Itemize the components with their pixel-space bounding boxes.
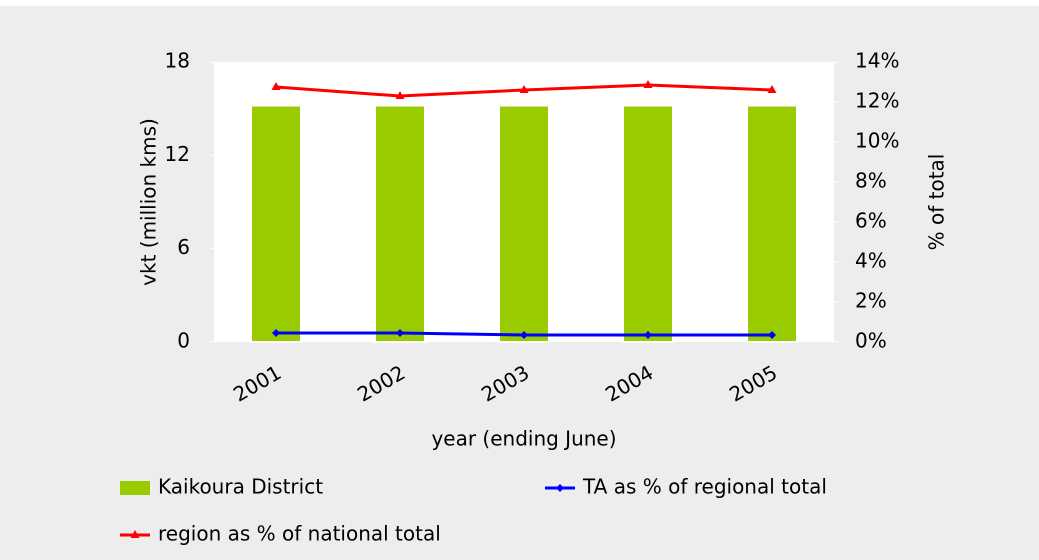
marker	[643, 80, 653, 88]
y-tick-label: 6	[177, 235, 190, 259]
legend-marker	[130, 530, 140, 538]
y2-axis-label: % of total	[925, 154, 949, 251]
y2-tick-label: 14%	[855, 49, 899, 73]
y2-tick-label: 12%	[855, 89, 899, 113]
bar	[374, 104, 426, 343]
marker	[767, 85, 777, 93]
bar	[498, 104, 550, 343]
y-axis-label: vkt (million kms)	[137, 118, 161, 286]
marker	[519, 85, 529, 93]
y2-tick-label: 0%	[855, 329, 887, 353]
legend-label: TA as % of regional total	[582, 475, 827, 499]
bar	[250, 104, 302, 343]
marker	[272, 329, 280, 337]
legend-swatch	[120, 481, 150, 495]
x-axis-label: year (ending June)	[431, 427, 616, 451]
y2-tick-label: 8%	[855, 169, 887, 193]
marker	[396, 329, 404, 337]
y-tick-label: 12	[165, 142, 190, 166]
marker	[271, 82, 281, 90]
bar	[622, 104, 674, 343]
top-strip	[0, 0, 1039, 6]
y2-tick-label: 6%	[855, 209, 887, 233]
marker	[768, 331, 776, 339]
legend-label: region as % of national total	[158, 522, 441, 546]
marker	[644, 331, 652, 339]
marker	[395, 91, 405, 99]
y2-tick-label: 2%	[855, 289, 887, 313]
y-tick-label: 0	[177, 329, 190, 353]
legend-marker	[556, 484, 564, 492]
y2-tick-label: 10%	[855, 129, 899, 153]
legend-label: Kaikoura District	[158, 475, 323, 499]
marker	[520, 331, 528, 339]
y2-tick-label: 4%	[855, 249, 887, 273]
y-tick-label: 18	[165, 49, 190, 73]
bar	[746, 104, 798, 343]
